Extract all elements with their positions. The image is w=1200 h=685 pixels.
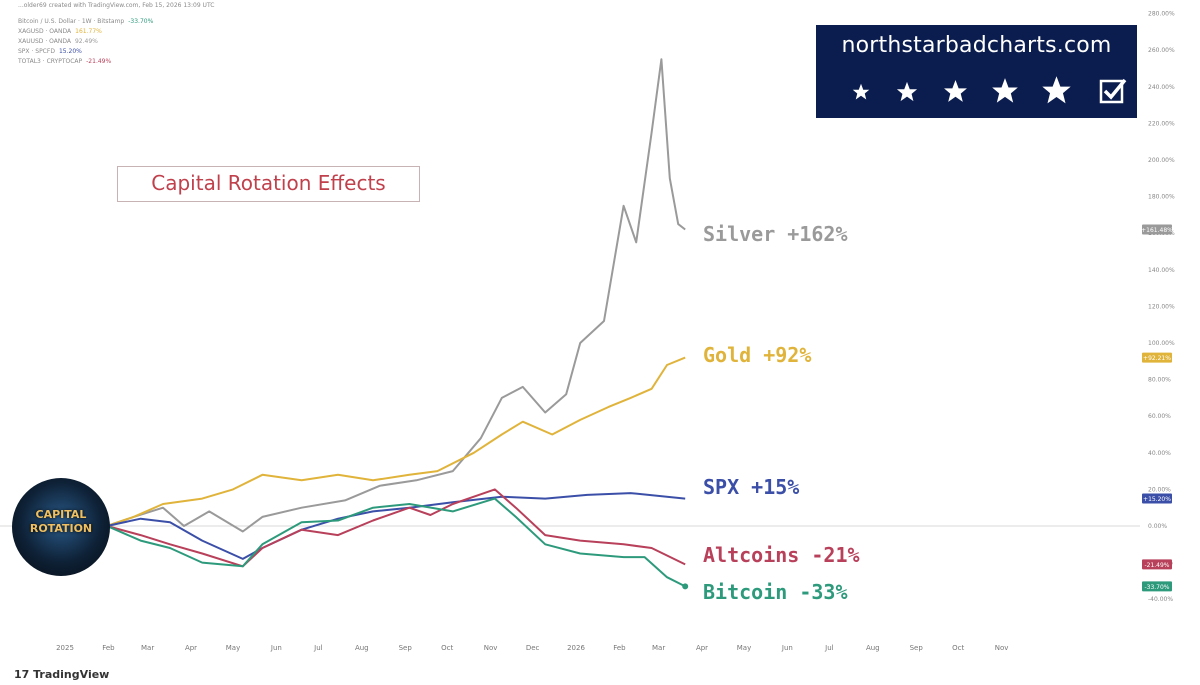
tradingview-brand: 𝟭𝟳 TradingView (14, 668, 109, 681)
x-tick-label: Mar (652, 644, 665, 652)
series-line-silver (106, 58, 686, 533)
legend-value: 161.77% (75, 28, 102, 35)
chart-attribution: ...older69 created with TradingView.com,… (18, 2, 215, 9)
series-label-altcoins: Altcoins -21% (703, 543, 860, 567)
value-pill-text: +92.21% (1143, 355, 1171, 362)
series-label-bitcoin: Bitcoin -33% (703, 580, 848, 604)
y-tick-label: 180.00% (1148, 194, 1175, 201)
x-tick-label: Nov (484, 644, 498, 652)
checkbox-check-icon (1099, 78, 1127, 104)
legend-value: 92.49% (74, 38, 98, 45)
tradingview-text: TradingView (33, 668, 110, 681)
x-tick-label: May (226, 644, 240, 652)
value-pill-text: -21.49% (1144, 562, 1169, 569)
site-badge: northstarbadcharts.com (816, 25, 1137, 118)
x-tick-label: Sep (910, 644, 924, 652)
series-line-gold (106, 356, 686, 527)
x-tick-label: Jun (270, 644, 282, 652)
x-tick-label: Feb (102, 644, 115, 652)
series-label-gold: Gold +92% (703, 343, 812, 367)
value-pill-text: +161.48% (1141, 227, 1173, 234)
star-icon (1042, 76, 1071, 104)
y-tick-label: 140.00% (1148, 267, 1175, 274)
x-tick-label: Dec (526, 644, 540, 652)
price-scale-pills: +161.48% +92.21% +15.20% -21.49% -33.70% (1141, 224, 1173, 592)
series-line-altcoins (106, 488, 686, 568)
series-label-spx: SPX +15% (703, 475, 800, 499)
series-line-bitcoin (106, 497, 686, 588)
y-axis: -40.00%-20.00%0.00%20.00%40.00%60.00%80.… (1148, 11, 1175, 604)
x-tick-label: Jul (824, 644, 834, 652)
y-tick-label: 260.00% (1148, 47, 1175, 54)
x-tick-label: Oct (441, 644, 453, 652)
y-tick-label: 20.00% (1148, 486, 1171, 493)
x-tick-label: Aug (866, 644, 880, 652)
legend-symbol: XAGUSD · OANDA (18, 28, 72, 35)
series-label-silver: Silver +162% (703, 222, 848, 246)
legend-row: XAUUSD · OANDA 92.49% (18, 38, 98, 45)
legend-symbol: TOTAL3 · CRYPTOCAP (18, 58, 83, 65)
star-icon (896, 81, 918, 102)
x-axis: 2025 Feb Mar Apr May Jun Jul Aug Sep Oct Nov Dec 202… (56, 644, 1008, 652)
value-pill (1142, 493, 1172, 504)
x-tick-label: Jun (781, 644, 793, 652)
x-tick-label: Mar (141, 644, 154, 652)
x-tick-label: Apr (696, 644, 708, 652)
x-tick-label: Feb (613, 644, 626, 652)
x-tick-label: May (737, 644, 751, 652)
legend-row: SPX · SPCFD 15.20% (18, 48, 82, 55)
last-point-marker (682, 583, 689, 590)
value-pill (1142, 559, 1172, 570)
x-tick-label: Apr (185, 644, 197, 652)
value-pill-text: +15.20% (1143, 496, 1171, 503)
y-tick-label: 280.00% (1148, 11, 1175, 18)
site-name: northstarbadcharts.com (841, 33, 1112, 58)
x-tick-label: Jul (313, 644, 323, 652)
x-tick-label: 2025 (56, 644, 74, 652)
x-tick-label: Aug (355, 644, 369, 652)
legend-symbol: SPX · SPCFD (18, 48, 55, 55)
y-tick-label: 60.00% (1148, 413, 1171, 420)
value-pill-text: -33.70% (1144, 584, 1169, 591)
legend-row: XAGUSD · OANDA 161.77% (18, 28, 102, 35)
y-tick-label: 80.00% (1148, 377, 1171, 384)
logo-line: CAPITAL (35, 508, 87, 521)
y-tick-label: -40.00% (1148, 596, 1173, 603)
y-tick-label: 220.00% (1148, 120, 1175, 127)
y-tick-label: 40.00% (1148, 450, 1171, 457)
x-tick-label: Nov (995, 644, 1009, 652)
value-pill (1142, 581, 1172, 592)
legend-row: TOTAL3 · CRYPTOCAP -21.49% (18, 58, 111, 65)
legend-symbol: XAUUSD · OANDA (18, 38, 71, 45)
star-icon (992, 78, 1018, 103)
star-icon (944, 80, 967, 102)
series-lines (106, 58, 689, 590)
legend-value: -21.49% (86, 58, 112, 65)
value-pill (1142, 352, 1172, 363)
tradingview-icon: 𝟭𝟳 (14, 668, 34, 681)
y-tick-label: 200.00% (1148, 157, 1175, 164)
legend-symbol: Bitcoin / U.S. Dollar · 1W · Bitstamp (18, 18, 125, 25)
y-tick-label: 0.00% (1148, 523, 1167, 530)
x-tick-label: Sep (399, 644, 413, 652)
y-tick-label: 240.00% (1148, 84, 1175, 91)
legend-value: -33.70% (128, 18, 154, 25)
annotation-box: Capital Rotation Effects (117, 166, 420, 202)
annotation-text: Capital Rotation Effects (151, 171, 386, 195)
x-tick-label: Oct (952, 644, 964, 652)
value-pill (1142, 224, 1172, 235)
logo-line: ROTATION (29, 522, 93, 535)
rating-stars (836, 73, 1127, 109)
y-tick-label: 100.00% (1148, 340, 1175, 347)
x-tick-label: 2026 (567, 644, 585, 652)
legend-value: 15.20% (58, 48, 82, 55)
y-tick-label: 120.00% (1148, 303, 1175, 310)
legend-row: Bitcoin / U.S. Dollar · 1W · Bitstamp -33… (18, 18, 153, 25)
star-icon (852, 83, 870, 100)
capital-rotation-logo: CAPITAL ROTATION (12, 478, 110, 576)
